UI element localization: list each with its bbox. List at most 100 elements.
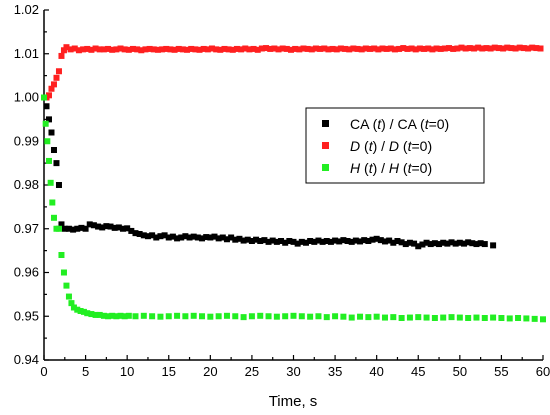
data-point — [146, 45, 153, 52]
data-point — [99, 224, 106, 231]
data-point — [469, 240, 476, 247]
y-axis-ticks: 0.94 0.95 0.96 0.97 0.98 0.99 1.00 1.01 1.02 — [14, 2, 49, 367]
data-point — [90, 222, 97, 229]
data-point — [178, 234, 185, 241]
data-point — [211, 233, 218, 240]
legend-box — [305, 107, 485, 184]
data-point — [391, 46, 398, 53]
legend-label: CA (t) / CA (t=0) — [350, 116, 449, 132]
data-point — [223, 312, 230, 319]
data-point — [182, 233, 189, 240]
data-point — [477, 240, 484, 247]
data-point — [63, 44, 70, 51]
series-1 — [41, 44, 544, 101]
data-point — [175, 45, 182, 52]
data-point — [267, 45, 274, 52]
data-point — [149, 232, 156, 239]
data-point — [323, 314, 330, 321]
plot-frame — [43, 10, 543, 361]
data-point — [132, 313, 139, 320]
x-tick-label: 50 — [453, 364, 467, 379]
data-point — [242, 45, 249, 52]
data-point — [470, 45, 477, 52]
data-point — [263, 45, 270, 52]
data-point — [120, 225, 127, 232]
data-point — [373, 235, 380, 242]
data-point — [444, 240, 451, 247]
data-point — [78, 224, 85, 231]
data-point — [319, 238, 326, 245]
data-point — [448, 239, 455, 246]
data-point — [157, 233, 164, 240]
data-point — [113, 46, 120, 53]
data-point — [111, 224, 118, 231]
data-point — [157, 313, 164, 320]
data-point — [48, 129, 55, 136]
data-point — [92, 311, 99, 318]
data-point — [516, 44, 523, 51]
legend-marker — [322, 120, 329, 127]
data-point — [336, 238, 343, 245]
y-tick-label: 0.96 — [14, 265, 39, 280]
data-point — [128, 227, 135, 234]
data-point — [96, 46, 103, 53]
data-point — [80, 46, 87, 53]
data-point — [165, 234, 172, 241]
data-point — [213, 46, 220, 53]
data-point — [50, 214, 57, 221]
data-point — [192, 46, 199, 53]
data-point — [171, 46, 178, 53]
data-point — [415, 243, 422, 250]
data-point — [275, 46, 282, 53]
data-point — [105, 313, 112, 320]
data-point — [404, 45, 411, 52]
legend: CA (t) / CA (t=0) D (t) / D (t=0) H (t) / … — [305, 107, 485, 184]
data-point — [253, 236, 260, 243]
data-point — [136, 231, 143, 237]
data-point — [121, 46, 128, 53]
data-point — [332, 313, 339, 320]
data-point — [60, 47, 67, 54]
data-point — [379, 45, 386, 52]
data-point — [217, 46, 224, 53]
y-tick-label: 1.01 — [14, 46, 39, 61]
data-point — [425, 45, 432, 52]
data-point — [462, 45, 469, 52]
legend-label: H (t) / H (t=0) — [350, 160, 432, 176]
data-point — [325, 46, 332, 53]
data-point — [221, 45, 228, 52]
data-point — [95, 223, 102, 230]
data-point — [71, 45, 78, 52]
data-point — [144, 233, 151, 240]
data-point — [466, 45, 473, 52]
data-point — [357, 238, 364, 245]
x-tick-label: 55 — [494, 364, 508, 379]
data-point — [74, 225, 81, 232]
data-point — [124, 225, 131, 232]
data-point — [308, 46, 315, 53]
data-point — [495, 45, 502, 52]
data-point — [200, 45, 207, 52]
data-point — [42, 120, 49, 127]
data-point — [41, 94, 47, 101]
data-point — [179, 46, 186, 53]
data-point — [223, 236, 230, 243]
data-point — [58, 252, 65, 258]
data-point — [283, 45, 290, 52]
data-point — [149, 313, 156, 320]
data-point — [45, 157, 52, 164]
series-0 — [41, 94, 497, 250]
data-point — [365, 314, 372, 321]
data-point — [292, 45, 299, 52]
data-point — [204, 46, 211, 53]
y-tick-label: 0.99 — [14, 133, 39, 148]
data-point — [373, 313, 380, 320]
data-point — [406, 239, 413, 246]
data-point — [232, 236, 239, 243]
data-point — [60, 269, 67, 276]
data-point — [43, 103, 50, 110]
x-tick-label: 5 — [82, 364, 89, 379]
data-point — [236, 235, 243, 242]
data-point — [82, 225, 89, 232]
data-point — [282, 239, 289, 246]
